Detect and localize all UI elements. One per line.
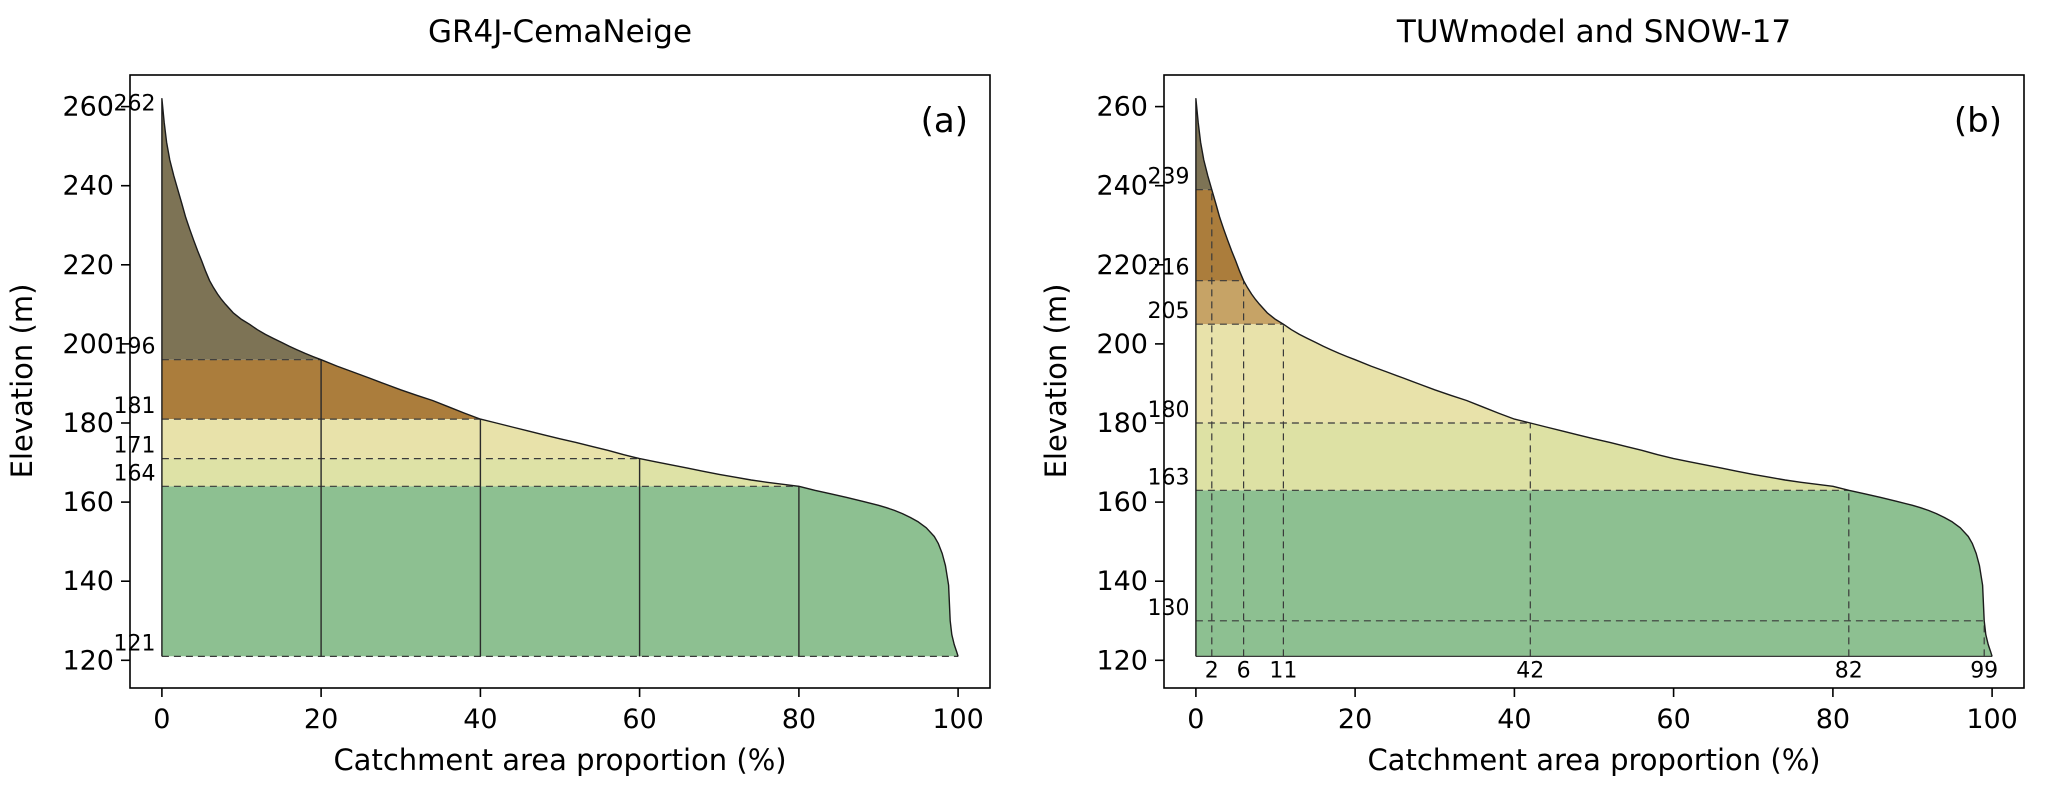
panel-label: (b): [1954, 101, 2002, 141]
x-tick-label: 80: [1816, 704, 1850, 735]
y-tick-label: 140: [62, 566, 114, 597]
y-tick-label: 260: [1096, 92, 1148, 123]
elevation-annotation: 262: [114, 92, 156, 117]
y-tick-label: 220: [1096, 250, 1148, 281]
elevation-annotation: 163: [1148, 465, 1190, 490]
elevation-annotation: 164: [114, 461, 156, 486]
elevation-annotation: 180: [1148, 398, 1190, 423]
area-proportion-annotation: 2: [1205, 658, 1219, 683]
elevation-annotation: 216: [1148, 256, 1190, 281]
y-tick-label: 180: [1096, 408, 1148, 439]
area-proportion-annotation: 6: [1237, 658, 1251, 683]
y-tick-label: 220: [62, 250, 114, 281]
x-tick-label: 60: [622, 704, 656, 735]
hypsometric-curve: [1195, 98, 1993, 657]
elevation-annotation: 205: [1148, 299, 1190, 324]
y-tick-label: 120: [1096, 645, 1148, 676]
y-axis-title: Elevation (m): [5, 284, 39, 479]
x-tick-label: 40: [1497, 704, 1531, 735]
plot-border: [1163, 74, 2025, 689]
elevation-annotation: 171: [114, 434, 156, 459]
elevation-zone: [161, 98, 322, 360]
panel-a: 262 196 181 171 164 121 0 20 40 60 80 100 120 140 160 1…: [0, 0, 1033, 785]
x-tick-label: 100: [1966, 704, 2018, 735]
elevation-zone: [161, 486, 959, 657]
y-tick-label: 160: [62, 487, 114, 518]
panel-label: (a): [921, 101, 968, 141]
y-tick-label: 200: [1096, 329, 1148, 360]
x-tick-label: 100: [932, 704, 984, 735]
chart-b: 239 216 205 180 163 130 2 6 11 42 82 99 0 20 40 60 80 100…: [1039, 14, 2025, 777]
elevation-zone: [1195, 324, 1531, 424]
elevation-annotation: 181: [114, 394, 156, 419]
x-tick-label: 60: [1656, 704, 1690, 735]
y-tick-label: 260: [62, 92, 114, 123]
x-axis-title: Catchment area proportion (%): [333, 743, 786, 777]
y-tick-label: 200: [62, 329, 114, 360]
x-tick-label: 0: [153, 704, 170, 735]
y-tick-label: 240: [1096, 171, 1148, 202]
x-tick-label: 80: [782, 704, 816, 735]
elevation-zone: [1195, 490, 1993, 657]
elevation-annotation: 196: [114, 335, 156, 360]
elevation-annotation: 239: [1148, 165, 1190, 190]
chart-title: TUWmodel and SNOW-17: [1396, 14, 1791, 50]
elevation-annotation: 121: [114, 631, 156, 656]
plot-border: [129, 74, 991, 689]
elevation-zone: [1195, 98, 1212, 190]
y-tick-label: 160: [1096, 487, 1148, 518]
plot-layer-b: 239 216 205 180 163 130 2 6 11 42 82 99 0 20 40 60 80 100…: [1096, 74, 2025, 735]
y-tick-label: 120: [62, 645, 114, 676]
x-tick-label: 20: [304, 704, 338, 735]
area-proportion-annotation: 99: [1970, 658, 1998, 683]
y-tick-label: 240: [62, 171, 114, 202]
area-proportion-annotation: 11: [1269, 658, 1297, 683]
y-tick-label: 140: [1096, 566, 1148, 597]
elevation-zone: [1195, 280, 1284, 325]
y-axis-title: Elevation (m): [1039, 284, 1073, 479]
y-tick-label: 180: [62, 408, 114, 439]
panel-b: 239 216 205 180 163 130 2 6 11 42 82 99 0 20 40 60 80 100…: [1034, 0, 2067, 785]
elevation-zone: [1195, 189, 1244, 281]
x-tick-label: 0: [1187, 704, 1204, 735]
area-proportion-annotation: 42: [1516, 658, 1544, 683]
x-tick-label: 40: [463, 704, 497, 735]
x-tick-label: 20: [1338, 704, 1372, 735]
area-proportion-annotation: 82: [1835, 658, 1863, 683]
x-axis-title: Catchment area proportion (%): [1367, 743, 1820, 777]
elevation-annotation: 130: [1148, 596, 1190, 621]
elevation-zone: [1195, 423, 1849, 491]
chart-title: GR4J-CemaNeige: [428, 14, 692, 50]
hypsometric-curve: [161, 98, 959, 657]
